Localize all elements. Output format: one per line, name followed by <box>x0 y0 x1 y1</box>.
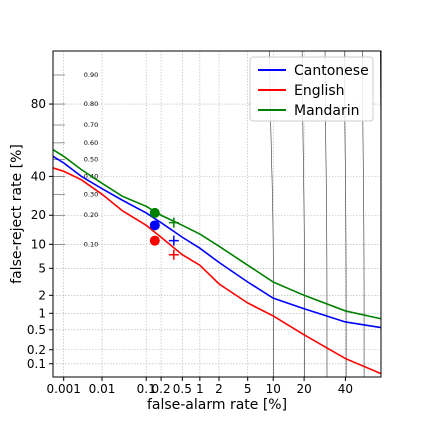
cost-contour-label: 0.50 <box>84 156 98 164</box>
actual-cost-marker-mandarin <box>168 217 179 228</box>
y-tick-label: 40 <box>31 169 46 183</box>
x-tick-label: 10 <box>266 382 281 396</box>
y-tick-label: 1 <box>38 306 46 320</box>
cost-contour-label: 0.80 <box>84 100 98 108</box>
x-tick-label: 20 <box>296 382 311 396</box>
min-cost-marker-mandarin <box>149 207 160 218</box>
min-cost-marker-cantonese <box>149 220 160 231</box>
y-tick-label: 0.1 <box>27 357 46 371</box>
y-tick-label: 0.5 <box>27 323 46 337</box>
cost-contour-label: 0.70 <box>84 121 98 129</box>
y-tick-label: 80 <box>31 97 46 111</box>
cost-contour-label: 0.20 <box>84 211 98 219</box>
cost-contour-label: 0.90 <box>84 71 98 79</box>
x-axis-label: false-alarm rate [%] <box>147 397 287 413</box>
x-tick-label: 0.2 <box>152 382 171 396</box>
y-tick-label: 2 <box>38 288 46 302</box>
plot-frame <box>52 50 382 378</box>
cost-contour-label: 0.60 <box>84 139 98 147</box>
x-tick-label: 1 <box>196 382 204 396</box>
actual-cost-marker-cantonese <box>168 235 179 246</box>
series-line-cantonese <box>53 155 381 329</box>
y-tick-label: 10 <box>31 237 46 251</box>
y-tick-label: 5 <box>38 261 46 275</box>
cost-contour-label: 0.10 <box>84 240 98 248</box>
y-tick-label: 0.2 <box>27 343 46 357</box>
x-tick-label: 0.5 <box>173 382 192 396</box>
x-tick-label: 2 <box>215 382 223 396</box>
cost-contour-line <box>400 51 402 377</box>
x-tick-label: 40 <box>338 382 353 396</box>
x-axis-ticks: 0.001 0.01 0.10.2 0.5 1 2 5 10 20 40 <box>47 377 353 396</box>
x-tick-label: 0.1 <box>137 382 156 396</box>
legend-label: Cantonese <box>294 63 369 79</box>
legend-label: Mandarin <box>294 103 360 119</box>
x-tick-label: 0.01 <box>89 382 116 396</box>
x-tick-label: 0.001 <box>47 382 81 396</box>
operating-point-markers <box>149 207 179 260</box>
legend-label: English <box>294 83 345 99</box>
series-line-english <box>53 167 381 375</box>
cost-contour-label: 0.30 <box>84 190 98 198</box>
series-lines <box>53 149 381 375</box>
x-tick-label: 5 <box>244 382 252 396</box>
series-line-mandarin <box>53 149 381 320</box>
y-axis-label: false-reject rate [%] <box>9 144 25 284</box>
min-cost-marker-english <box>149 235 160 246</box>
legend: Cantonese English Mandarin <box>249 56 374 122</box>
y-tick-label: 20 <box>31 208 46 222</box>
legend-box <box>249 56 374 122</box>
actual-cost-marker-english <box>168 249 179 260</box>
y-axis-ticks: 0.10.2 0.5 1 2 5 10 20 40 80 <box>27 97 53 371</box>
